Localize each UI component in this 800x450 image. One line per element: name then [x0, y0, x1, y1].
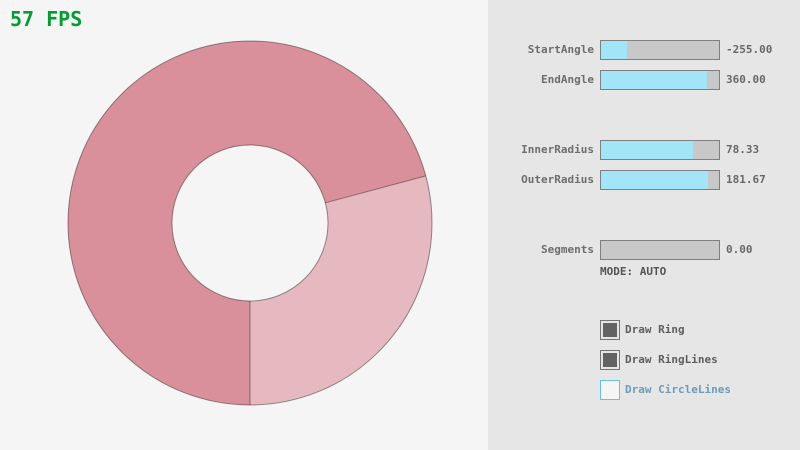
checkbox-box[interactable] [600, 350, 620, 370]
slider-label: InnerRadius [521, 143, 594, 156]
slider-fill [601, 141, 694, 159]
checkbox-box[interactable] [600, 380, 620, 400]
slider-value: 0.00 [726, 243, 753, 256]
ring-segment-single-light [250, 175, 433, 405]
outerradius-slider[interactable] [600, 170, 720, 190]
slider-fill [601, 41, 627, 59]
slider-value: 78.33 [726, 143, 760, 156]
endangle-slider[interactable] [600, 70, 720, 90]
slider-row-segments: Segments 0.00 [0, 240, 800, 260]
innerradius-slider[interactable] [600, 140, 720, 160]
fps-counter: 57 FPS [10, 7, 83, 31]
slider-fill [601, 71, 708, 89]
slider-fill [601, 171, 709, 189]
ring-boundary-line-right [325, 175, 426, 204]
slider-row-innerradius: InnerRadius 78.33 [0, 140, 800, 160]
slider-row-endangle: EndAngle 360.00 [0, 70, 800, 90]
slider-row-outerradius: OuterRadius 181.67 [0, 170, 800, 190]
checkbox-box[interactable] [600, 320, 620, 340]
slider-row-startangle: StartAngle -255.00 [0, 40, 800, 60]
checkbox-label: Draw RingLines [625, 353, 718, 366]
mode-status-text: MODE: AUTO [600, 265, 667, 278]
slider-value: 360.00 [726, 73, 766, 86]
checkbox-check-mark [603, 323, 617, 337]
segments-slider[interactable] [600, 240, 720, 260]
ring-segment-overlap-dark [68, 41, 426, 405]
checkbox-check-mark [603, 353, 617, 367]
slider-value: -255.00 [726, 43, 773, 56]
slider-label: EndAngle [541, 73, 594, 86]
slider-value: 181.67 [726, 173, 766, 186]
startangle-slider[interactable] [600, 40, 720, 60]
slider-label: OuterRadius [521, 173, 594, 186]
ring-outer-outline [67, 40, 433, 406]
checkbox-label: Draw Ring [625, 323, 685, 336]
ring-inner-outline [171, 144, 329, 302]
slider-label: StartAngle [527, 43, 594, 56]
checkbox-label: Draw CircleLines [625, 383, 731, 396]
slider-label: Segments [541, 243, 594, 256]
